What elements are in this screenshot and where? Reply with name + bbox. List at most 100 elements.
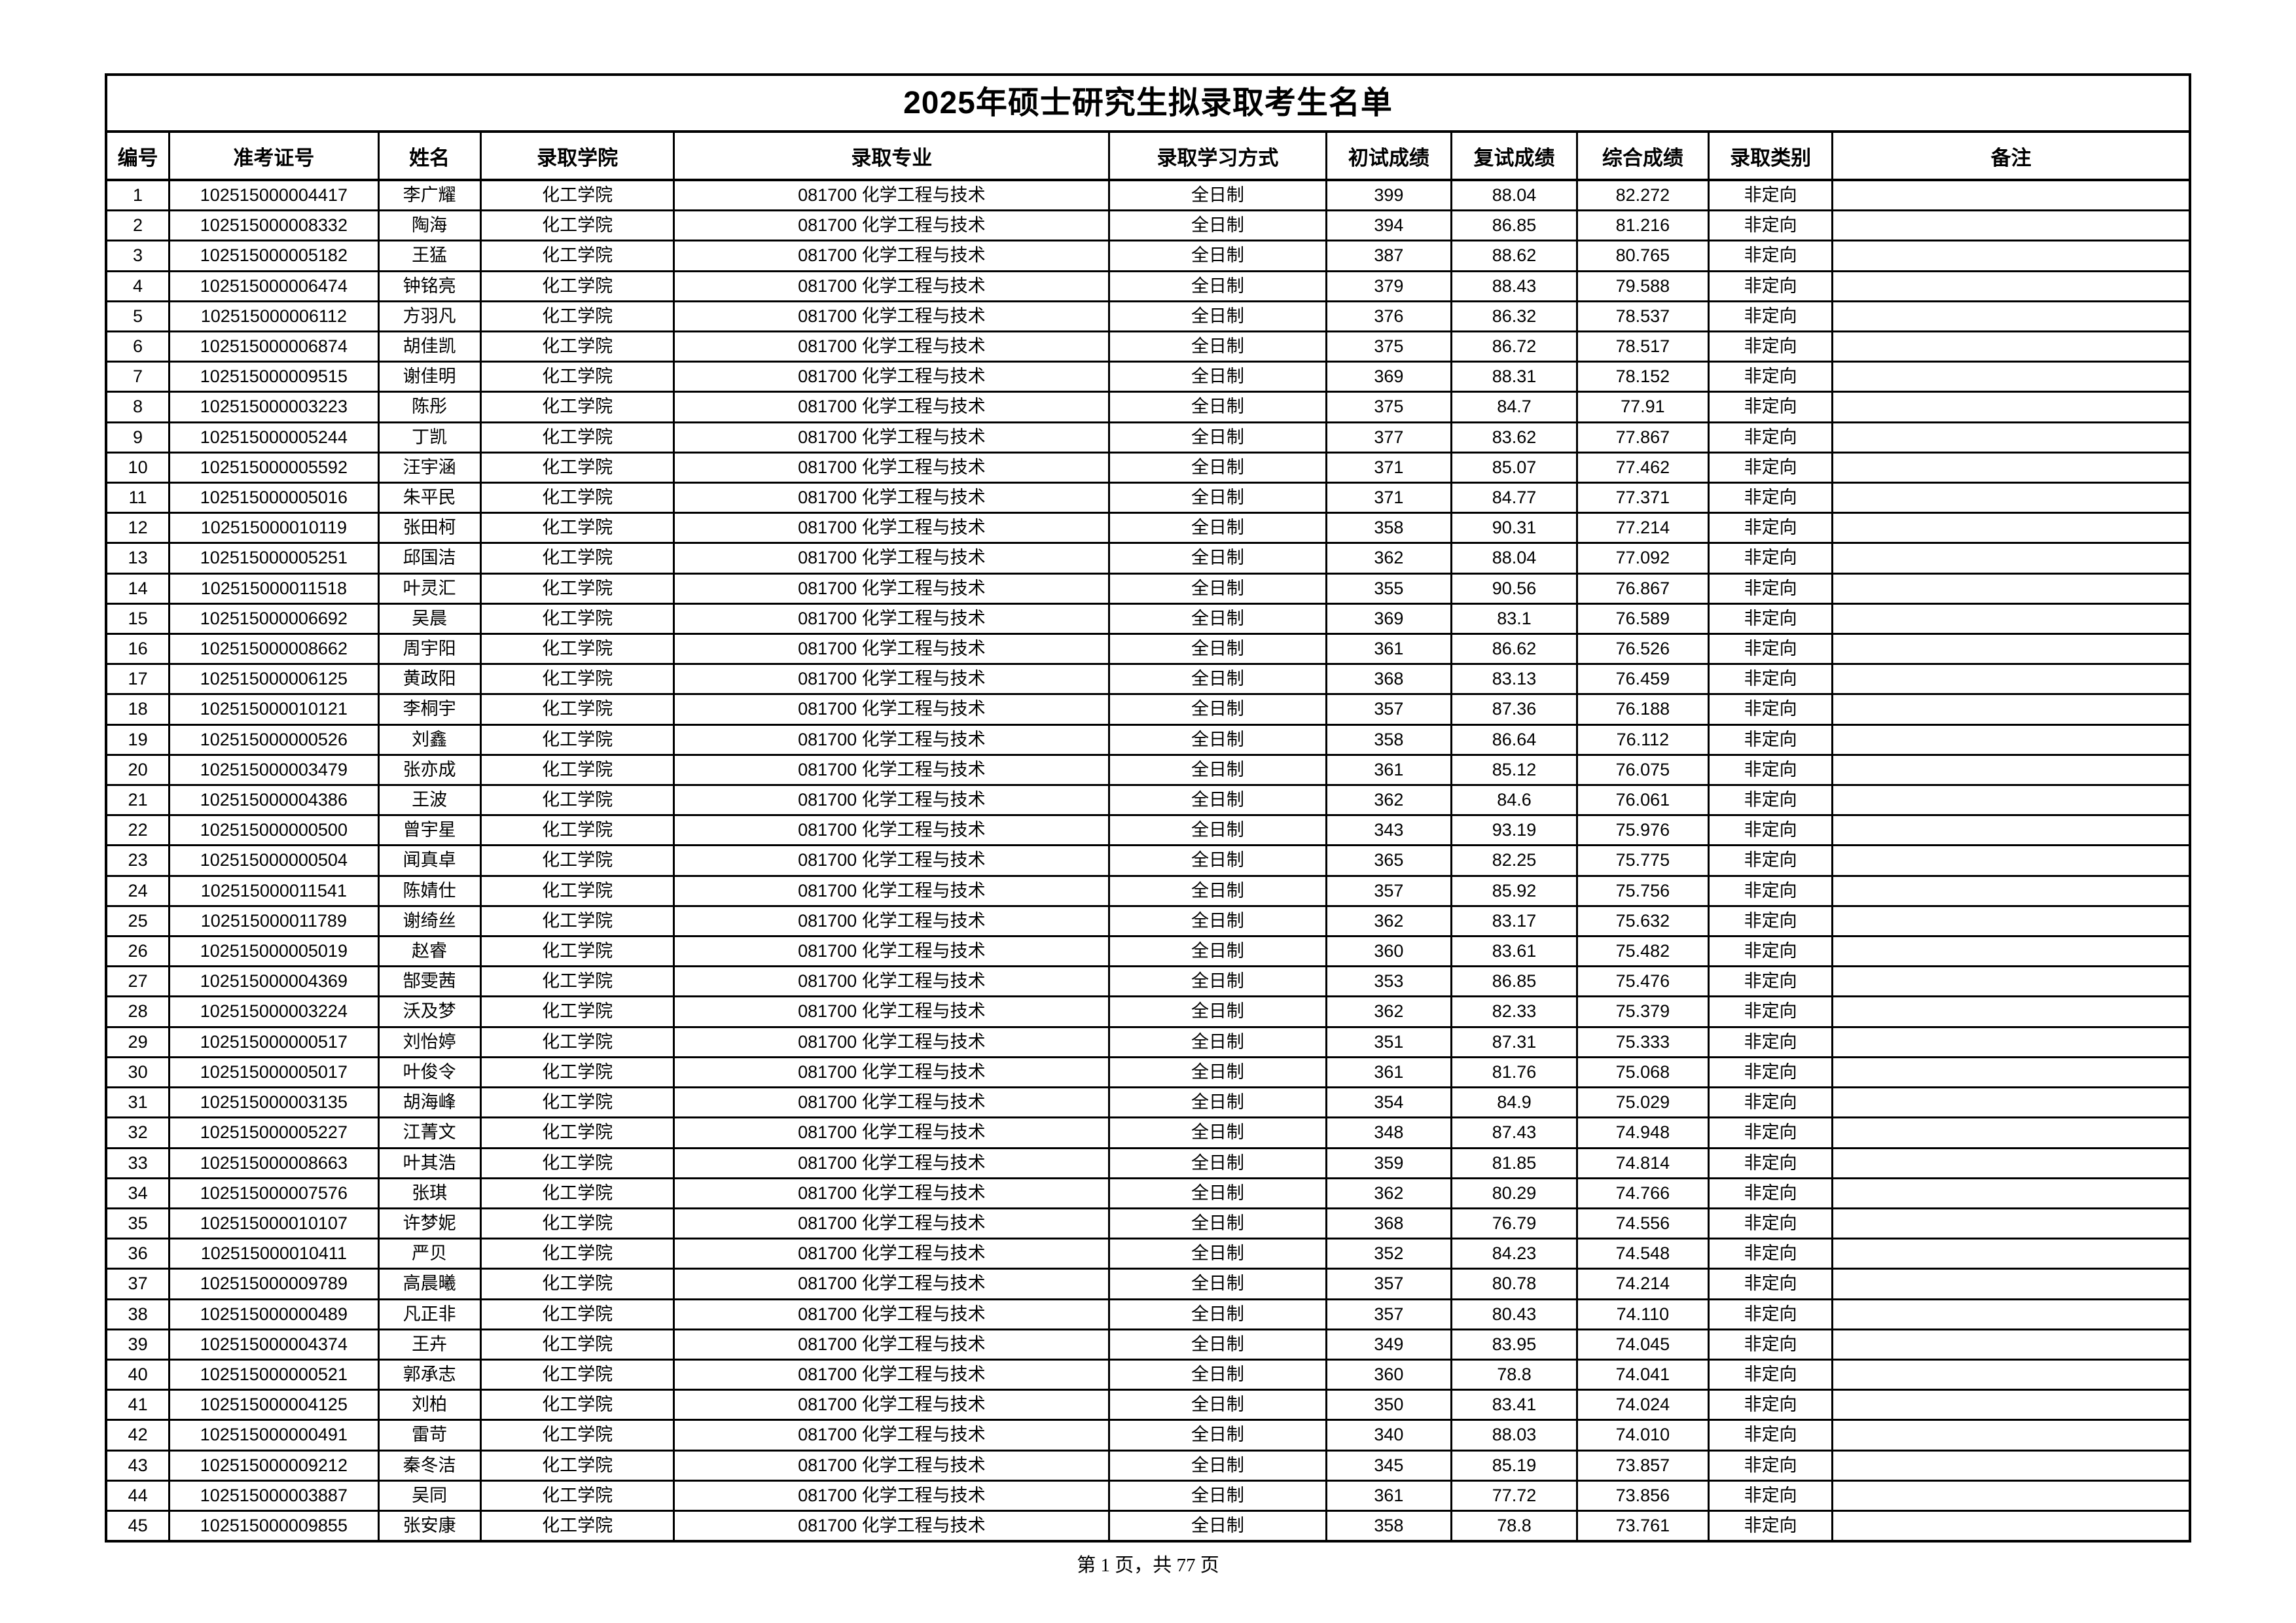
cell-name: 闻真卓 [378, 845, 482, 877]
cell-first: 361 [1326, 1057, 1453, 1089]
column-header-second: 复试成绩 [1451, 133, 1578, 181]
cell-no: 42 [107, 1419, 171, 1452]
cell-total: 77.91 [1577, 391, 1710, 423]
cell-name: 吴同 [378, 1480, 482, 1512]
cell-remark [1832, 1087, 2189, 1119]
cell-remark [1832, 845, 2189, 877]
cell-name: 李广耀 [378, 180, 482, 212]
cell-major: 081700 化学工程与技术 [673, 1329, 1111, 1361]
table-row: 14 102515000011518 叶灵汇 化工学院 081700 化学工程与技术 全日… [107, 573, 2189, 605]
cell-remark [1832, 1027, 2189, 1058]
cell-second: 82.33 [1451, 996, 1578, 1028]
cell-major: 081700 化学工程与技术 [673, 1510, 1111, 1543]
cell-no: 2 [107, 210, 171, 242]
cell-exam_id: 102515000003135 [169, 1087, 380, 1119]
cell-type: 非定向 [1708, 1027, 1834, 1058]
cell-remark [1832, 785, 2189, 817]
cell-remark [1832, 1450, 2189, 1482]
cell-mode: 全日制 [1109, 1178, 1327, 1209]
cell-type: 非定向 [1708, 1299, 1834, 1330]
cell-mode: 全日制 [1109, 1148, 1327, 1179]
cell-major: 081700 化学工程与技术 [673, 422, 1111, 454]
cell-major: 081700 化学工程与技术 [673, 1268, 1111, 1300]
cell-no: 9 [107, 422, 171, 454]
cell-type: 非定向 [1708, 906, 1834, 938]
cell-first: 358 [1326, 1510, 1453, 1543]
cell-first: 352 [1326, 1238, 1453, 1270]
table-row: 38 102515000000489 凡正非 化工学院 081700 化学工程与技术 全日… [107, 1299, 2189, 1330]
cell-first: 362 [1326, 906, 1453, 938]
cell-remark [1832, 996, 2189, 1028]
cell-second: 83.61 [1451, 936, 1578, 968]
table-row: 1 102515000004417 李广耀 化工学院 081700 化学工程与技术 全日制… [107, 180, 2189, 212]
cell-type: 非定向 [1708, 755, 1834, 787]
cell-mode: 全日制 [1109, 512, 1327, 544]
cell-remark [1832, 1268, 2189, 1300]
cell-college: 化工学院 [480, 452, 675, 484]
table-row: 32 102515000005227 江菁文 化工学院 081700 化学工程与技术 全日… [107, 1117, 2189, 1149]
admission-table: 编号 准考证号 姓名 录取学院 录取专业 录取学习方式 初试成绩 复试成绩 综合… [107, 133, 2189, 1543]
cell-second: 85.12 [1451, 755, 1578, 787]
cell-first: 361 [1326, 755, 1453, 787]
cell-first: 376 [1326, 301, 1453, 333]
table-row: 36 102515000010411 严贝 化工学院 081700 化学工程与技术 全日制… [107, 1238, 2189, 1270]
cell-college: 化工学院 [480, 422, 675, 454]
table-row: 37 102515000009789 高晨曦 化工学院 081700 化学工程与技术 全日… [107, 1268, 2189, 1300]
column-header-no: 编号 [107, 133, 171, 181]
cell-major: 081700 化学工程与技术 [673, 331, 1111, 363]
cell-college: 化工学院 [480, 361, 675, 393]
cell-type: 非定向 [1708, 1057, 1834, 1089]
cell-mode: 全日制 [1109, 633, 1327, 666]
cell-remark [1832, 1329, 2189, 1361]
cell-first: 369 [1326, 603, 1453, 635]
cell-college: 化工学院 [480, 543, 675, 575]
cell-exam_id: 102515000010121 [169, 694, 380, 726]
cell-no: 6 [107, 331, 171, 363]
cell-mode: 全日制 [1109, 966, 1327, 998]
cell-mode: 全日制 [1109, 1057, 1327, 1089]
cell-exam_id: 102515000008332 [169, 210, 380, 242]
cell-no: 35 [107, 1208, 171, 1240]
cell-exam_id: 102515000004374 [169, 1329, 380, 1361]
cell-total: 76.112 [1577, 724, 1710, 756]
cell-remark [1832, 633, 2189, 666]
cell-exam_id: 102515000011789 [169, 906, 380, 938]
cell-college: 化工学院 [480, 391, 675, 423]
cell-mode: 全日制 [1109, 1450, 1327, 1482]
cell-type: 非定向 [1708, 210, 1834, 242]
cell-mode: 全日制 [1109, 301, 1327, 333]
cell-name: 雷苛 [378, 1419, 482, 1452]
cell-type: 非定向 [1708, 785, 1834, 817]
cell-mode: 全日制 [1109, 240, 1327, 272]
cell-first: 371 [1326, 452, 1453, 484]
cell-type: 非定向 [1708, 694, 1834, 726]
cell-first: 375 [1326, 391, 1453, 423]
cell-type: 非定向 [1708, 815, 1834, 847]
cell-total: 74.766 [1577, 1178, 1710, 1209]
column-header-type: 录取类别 [1708, 133, 1834, 181]
cell-exam_id: 102515000008663 [169, 1148, 380, 1179]
cell-total: 74.814 [1577, 1148, 1710, 1179]
cell-mode: 全日制 [1109, 271, 1327, 302]
cell-college: 化工学院 [480, 694, 675, 726]
cell-second: 83.41 [1451, 1389, 1578, 1421]
cell-second: 85.19 [1451, 1450, 1578, 1482]
cell-major: 081700 化学工程与技术 [673, 1389, 1111, 1421]
cell-college: 化工学院 [480, 845, 675, 877]
cell-second: 83.13 [1451, 664, 1578, 696]
cell-name: 胡佳凯 [378, 331, 482, 363]
cell-name: 李桐宇 [378, 694, 482, 726]
column-header-total: 综合成绩 [1577, 133, 1710, 181]
column-header-name: 姓名 [378, 133, 482, 181]
cell-first: 354 [1326, 1087, 1453, 1119]
cell-major: 081700 化学工程与技术 [673, 391, 1111, 423]
cell-first: 369 [1326, 361, 1453, 393]
cell-type: 非定向 [1708, 331, 1834, 363]
cell-mode: 全日制 [1109, 785, 1327, 817]
cell-mode: 全日制 [1109, 603, 1327, 635]
cell-college: 化工学院 [480, 271, 675, 302]
table-header: 编号 准考证号 姓名 录取学院 录取专业 录取学习方式 初试成绩 复试成绩 综合… [107, 133, 2189, 181]
cell-remark [1832, 1359, 2189, 1391]
cell-major: 081700 化学工程与技术 [673, 815, 1111, 847]
cell-mode: 全日制 [1109, 573, 1327, 605]
